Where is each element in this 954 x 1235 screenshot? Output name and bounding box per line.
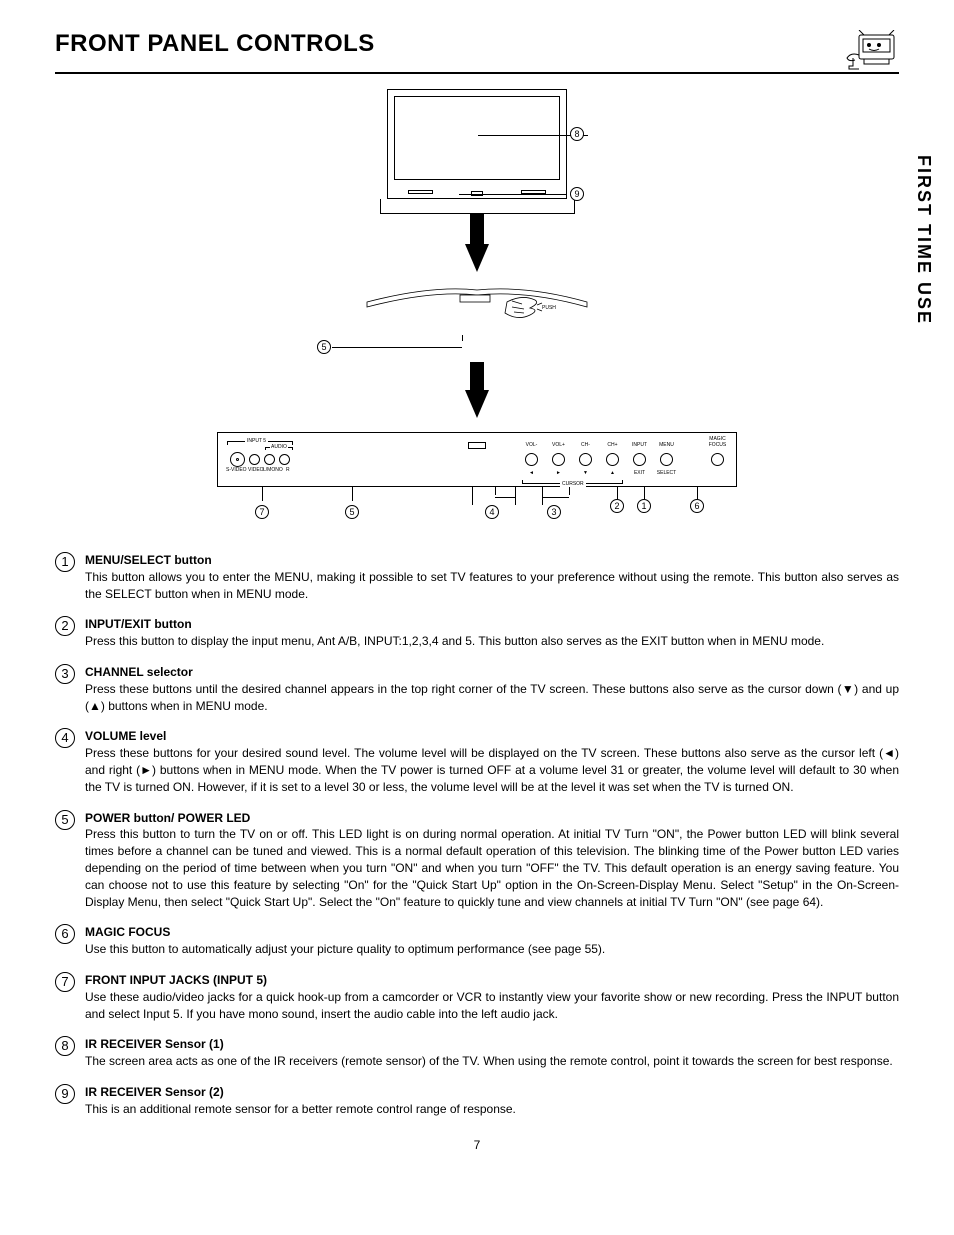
- definition-item: 7 FRONT INPUT JACKS (INPUT 5) Use these …: [55, 972, 899, 1022]
- diagram-area: 8 9 PUSH 5: [197, 89, 757, 527]
- definition-title: INPUT/EXIT button: [85, 616, 899, 633]
- definition-number: 9: [55, 1084, 75, 1104]
- callout-5: 5: [345, 505, 359, 519]
- control-panel: INPUT 5 AUDIO S-VIDEO VIDEO L/MONO R: [217, 432, 737, 487]
- svg-text:PUSH: PUSH: [542, 305, 556, 311]
- panel-callouts: 7 5 4 3 2 1 6: [217, 487, 737, 527]
- tv-character-icon: [839, 30, 899, 70]
- definition-number: 3: [55, 664, 75, 684]
- input-exit-button: INPUT EXIT: [633, 453, 646, 466]
- definition-item: 8 IR RECEIVER Sensor (1) The screen area…: [55, 1036, 899, 1070]
- definition-number: 8: [55, 1036, 75, 1056]
- definition-number: 5: [55, 810, 75, 830]
- definition-item: 5 POWER button/ POWER LED Press this but…: [55, 810, 899, 911]
- definition-text: Press these buttons for your desired sou…: [85, 746, 899, 794]
- definition-item: 4 VOLUME level Press these buttons for y…: [55, 728, 899, 795]
- header-row: FRONT PANEL CONTROLS: [55, 30, 899, 74]
- callout-9: 9: [570, 187, 584, 201]
- power-led: [468, 442, 486, 449]
- definition-title: IR RECEIVER Sensor (2): [85, 1084, 899, 1101]
- audio-l-jack: [264, 454, 275, 465]
- callout-7: 7: [255, 505, 269, 519]
- button-group: VOL- ◄ VOL+ ► CH- ▼ CH+ ▲ INPUT EXIT: [525, 453, 724, 466]
- definition-title: MAGIC FOCUS: [85, 924, 899, 941]
- definition-item: 3 CHANNEL selector Press these buttons u…: [55, 664, 899, 714]
- definition-text: Use this button to automatically adjust …: [85, 942, 605, 956]
- svideo-jack: [230, 452, 245, 467]
- definition-number: 4: [55, 728, 75, 748]
- arrow-down-icon: [197, 214, 757, 279]
- audio-r-jack: [279, 454, 290, 465]
- page-title: FRONT PANEL CONTROLS: [55, 30, 375, 58]
- definition-text: Press this button to display the input m…: [85, 634, 824, 648]
- tv-illustration: 8 9: [367, 89, 587, 214]
- callout-3: 3: [547, 505, 561, 519]
- definition-title: MENU/SELECT button: [85, 552, 899, 569]
- definition-item: 9 IR RECEIVER Sensor (2) This is an addi…: [55, 1084, 899, 1118]
- menu-select-button: MENU SELECT: [660, 453, 673, 466]
- definition-text: The screen area acts as one of the IR re…: [85, 1054, 893, 1068]
- side-tab: FIRST TIME USE: [913, 155, 934, 325]
- definition-title: FRONT INPUT JACKS (INPUT 5): [85, 972, 899, 989]
- video-jack: [249, 454, 260, 465]
- magic-focus-button: MAGIC FOCUS: [711, 453, 724, 466]
- callout-6: 6: [690, 499, 704, 513]
- ch-down-button: CH- ▼: [579, 453, 592, 466]
- definition-item: 2 INPUT/EXIT button Press this button to…: [55, 616, 899, 650]
- arrow-down-icon: [197, 362, 757, 422]
- definition-number: 6: [55, 924, 75, 944]
- definition-title: VOLUME level: [85, 728, 899, 745]
- definition-title: IR RECEIVER Sensor (1): [85, 1036, 899, 1053]
- vol-up-button: VOL+ ►: [552, 453, 565, 466]
- definition-text: This is an additional remote sensor for …: [85, 1102, 516, 1116]
- ch-up-button: CH+ ▲: [606, 453, 619, 466]
- push-panel-illustration: PUSH: [362, 287, 592, 342]
- definition-item: 1 MENU/SELECT button This button allows …: [55, 552, 899, 602]
- definition-text: Use these audio/video jacks for a quick …: [85, 990, 899, 1021]
- definition-title: POWER button/ POWER LED: [85, 810, 899, 827]
- definition-number: 7: [55, 972, 75, 992]
- definition-number: 2: [55, 616, 75, 636]
- definition-text: Press these buttons until the desired ch…: [85, 682, 899, 713]
- definition-title: CHANNEL selector: [85, 664, 899, 681]
- callout-2: 2: [610, 499, 624, 513]
- definition-item: 6 MAGIC FOCUS Use this button to automat…: [55, 924, 899, 958]
- vol-down-button: VOL- ◄: [525, 453, 538, 466]
- definition-number: 1: [55, 552, 75, 572]
- page-number: 7: [55, 1138, 899, 1152]
- definitions-list: 1 MENU/SELECT button This button allows …: [55, 552, 899, 1118]
- callout-4: 4: [485, 505, 499, 519]
- callout-5-mid: 5: [317, 340, 331, 354]
- callout-1: 1: [637, 499, 651, 513]
- definition-text: Press this button to turn the TV on or o…: [85, 827, 899, 908]
- manual-page: FRONT PANEL CONTROLS FIRST TIME USE: [0, 0, 954, 1172]
- callout-8: 8: [570, 127, 584, 141]
- definition-text: This button allows you to enter the MENU…: [85, 570, 899, 601]
